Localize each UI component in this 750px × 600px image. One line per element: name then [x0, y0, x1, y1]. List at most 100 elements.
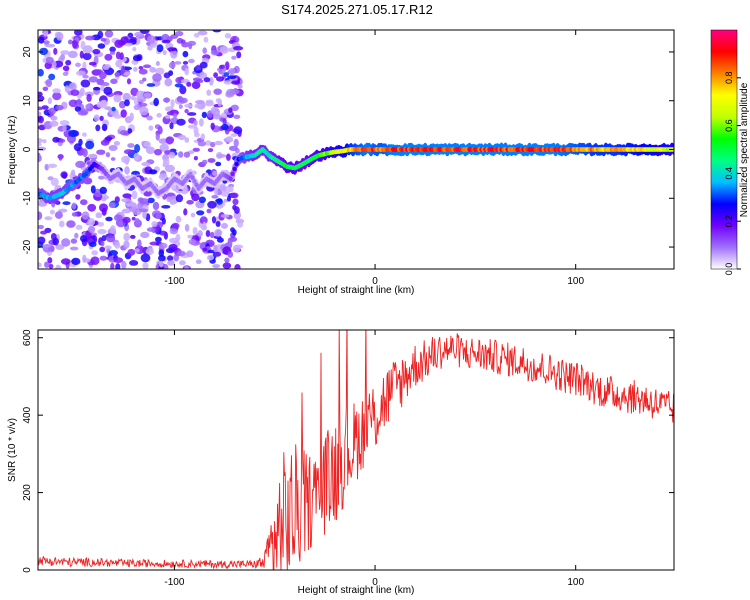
heatmap-noise-cell — [196, 210, 205, 216]
heatmap-noise-cell — [202, 221, 207, 230]
heatmap-noise-cell — [119, 52, 124, 60]
heatmap-noise-cell — [124, 99, 130, 107]
heatmap-noise-cell — [233, 138, 239, 148]
heatmap-noise-cell — [147, 45, 153, 51]
heatmap-noise-cell — [115, 59, 123, 68]
heatmap-noise-cell — [55, 264, 62, 269]
heatmap-noise-cell — [213, 244, 218, 253]
heatmap-noise-cell — [43, 30, 49, 37]
heatmap-noise-cell — [159, 260, 164, 268]
heatmap-noise-cell — [228, 67, 236, 76]
heatmap-noise-cell — [232, 204, 237, 211]
heatmap-noise-cell — [155, 236, 162, 243]
heatmap-noise-cell — [207, 158, 216, 163]
heatmap-noise-cell — [193, 120, 198, 126]
heatmap-noise-cell — [60, 171, 68, 179]
heatmap-noise-cell — [38, 36, 45, 44]
heatmap-noise-cell — [99, 115, 104, 121]
heatmap-noise-cell — [148, 125, 154, 131]
chart-title: S174.2025.271.05.17.R12 — [281, 2, 433, 17]
heatmap-noise-cell — [47, 163, 58, 168]
heatmap-noise-cell — [221, 123, 229, 131]
heatmap-noise-cell — [113, 114, 123, 119]
snr-y-tick-label: 400 — [22, 406, 33, 423]
heatmap-noise-cell — [53, 47, 58, 55]
heatmap-noise-cell — [184, 224, 190, 232]
colorbar-tick-label: 0.2 — [724, 215, 734, 228]
heatmap-noise-cell — [97, 43, 106, 49]
snr-y-tick-label: 0 — [22, 567, 33, 573]
heatmap-noise-cell — [38, 262, 42, 268]
heatmap-noise-cell — [216, 76, 225, 82]
heatmap-noise-cell — [99, 82, 110, 87]
heatmap-noise-cell — [38, 138, 44, 144]
heatmap-noise-cell — [62, 201, 71, 206]
heatmap-noise-cell — [85, 35, 95, 41]
heatmap-noise-cell — [64, 85, 70, 93]
heatmap-noise-cell — [75, 62, 81, 67]
heatmap-noise-cell — [122, 216, 131, 224]
snr-plot-area — [38, 330, 674, 570]
heatmap-noise-cell — [70, 169, 76, 177]
heatmap-noise-cell — [146, 227, 156, 232]
heatmap-noise-cell — [229, 192, 239, 199]
heatmap-noise-cell — [165, 136, 175, 145]
heatmap-noise-cell — [96, 149, 106, 155]
heatmap-noise-cell — [172, 113, 178, 118]
heatmap-noise-cell — [38, 68, 44, 77]
heatmap-noise-cell — [168, 152, 176, 159]
heatmap-noise-cell — [166, 111, 175, 116]
heatmap-noise-cell — [154, 81, 161, 86]
heatmap-ridge-cell — [228, 176, 233, 182]
heatmap-noise-cell — [100, 139, 110, 146]
heatmap-noise-cell — [101, 196, 107, 202]
heatmap-noise-cell — [129, 112, 134, 121]
heatmap-noise-cell — [155, 67, 165, 76]
snr-x-axis-label: Height of straight line (km) — [298, 585, 415, 596]
heatmap-noise-cell — [233, 46, 244, 51]
heatmap-noise-cell — [222, 262, 232, 269]
heatmap-noise-cell — [210, 49, 219, 56]
heatmap-noise-cell — [205, 101, 214, 107]
heatmap-noise-cell — [73, 143, 82, 152]
heatmap-noise-cell — [71, 212, 78, 217]
heatmap-noise-cell — [195, 99, 205, 105]
heatmap-noise-cell — [58, 154, 63, 161]
heatmap-noise-cell — [69, 246, 79, 251]
heatmap-x-tick-label: 100 — [567, 276, 584, 287]
heatmap-noise-cell — [212, 30, 222, 33]
heatmap-noise-cell — [175, 215, 182, 223]
heatmap-noise-cell — [62, 124, 67, 132]
heatmap-noise-cell — [80, 199, 88, 206]
heatmap-noise-cell — [178, 151, 184, 158]
snr-axes: -100 0 100 0 200 400 600 — [22, 329, 674, 588]
heatmap-noise-cell — [214, 140, 224, 146]
heatmap-noise-cell — [138, 208, 149, 213]
heatmap-noise-cell — [146, 83, 156, 87]
heatmap-noise-cell — [76, 70, 86, 76]
heatmap-noise-cell — [98, 71, 107, 80]
heatmap-noise-cell — [90, 185, 96, 194]
heatmap-noise-cell — [156, 44, 164, 53]
heatmap-noise-cell — [228, 107, 233, 113]
heatmap-noise-cell — [82, 148, 88, 158]
heatmap-noise-cell — [207, 148, 214, 153]
heatmap-noise-cell — [85, 104, 91, 109]
heatmap-noise-cell — [95, 124, 101, 132]
heatmap-noise-cell — [43, 40, 50, 45]
heatmap-noise-cell — [49, 120, 59, 127]
heatmap-noise-cell — [223, 80, 232, 85]
heatmap-noise-cell — [232, 244, 241, 253]
heatmap-noise-cell — [210, 106, 218, 115]
heatmap-noise-cell — [203, 77, 211, 83]
heatmap-noise-cell — [38, 95, 45, 102]
heatmap-noise-cell — [56, 32, 64, 41]
heatmap-noise-cell — [220, 214, 230, 218]
heatmap-noise-cell — [187, 124, 197, 129]
heatmap-noise-cell — [203, 36, 209, 43]
heatmap-ridge-cell — [234, 161, 239, 167]
heatmap-noise-cell — [98, 175, 105, 180]
heatmap-noise-cell — [131, 216, 136, 221]
heatmap-noise-cell — [154, 148, 162, 156]
heatmap-noise-cell — [134, 144, 141, 153]
